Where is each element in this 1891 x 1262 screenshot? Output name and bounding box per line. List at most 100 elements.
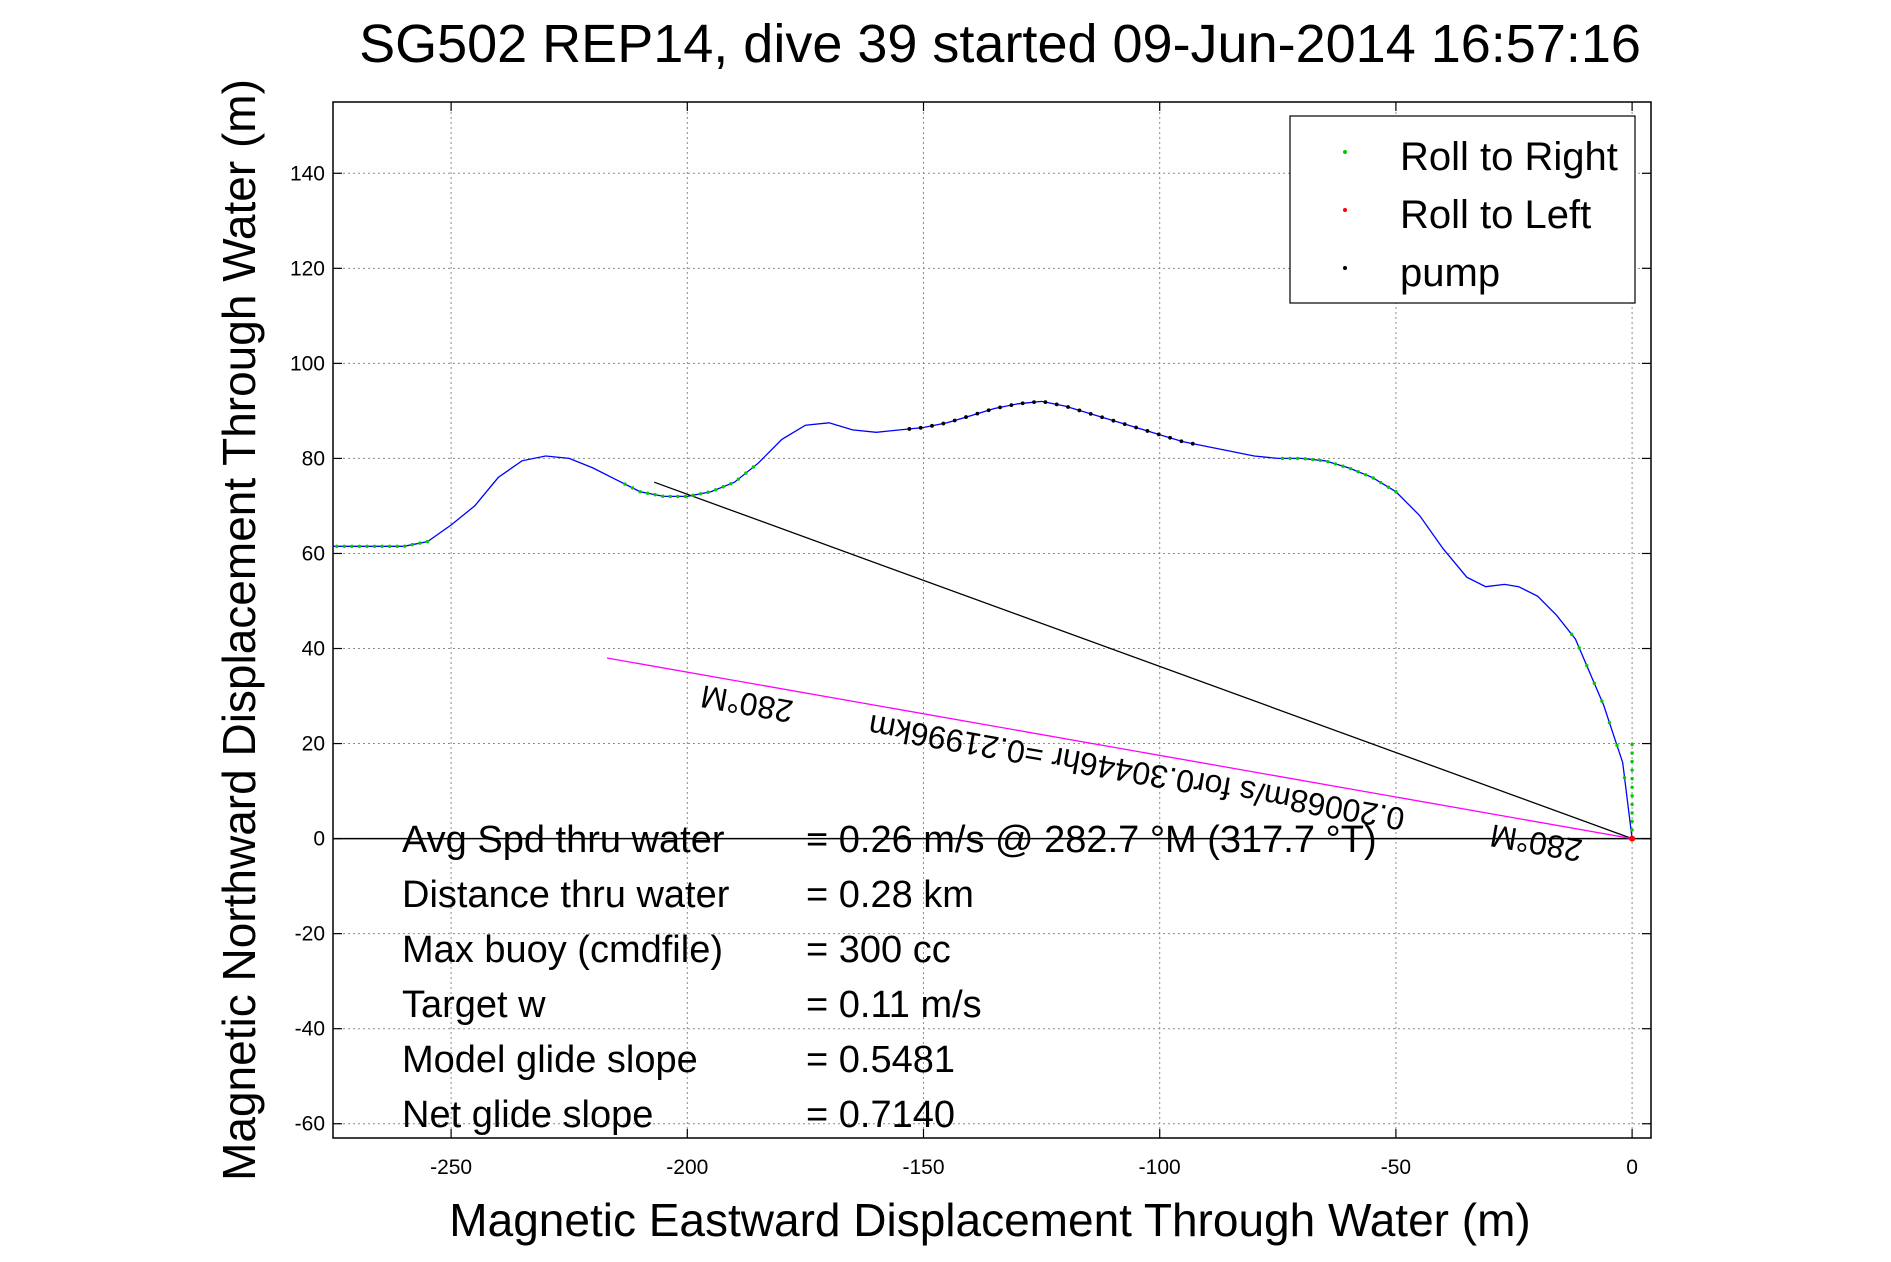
roll-right-marker	[1630, 768, 1634, 772]
roll-right-marker	[1311, 457, 1315, 462]
track-markers	[335, 400, 1636, 842]
roll-right-marker	[403, 544, 407, 548]
pump-marker	[998, 405, 1002, 410]
roll-right-marker	[1630, 811, 1634, 815]
roll-right-marker	[1569, 632, 1574, 636]
current-vector-line	[653, 481, 1633, 840]
roll-right-marker	[676, 494, 680, 499]
stat-value: = 0.11 m/s	[806, 984, 982, 1026]
roll-right-marker	[623, 482, 627, 486]
pump-marker	[975, 411, 980, 416]
roll-right-marker	[698, 492, 703, 496]
roll-right-marker	[425, 539, 430, 544]
pump-marker	[918, 425, 923, 430]
stat-label: Target w	[402, 984, 546, 1026]
pump-marker	[1145, 429, 1150, 433]
roll-right-marker	[1288, 456, 1292, 461]
roll-right-marker	[1630, 819, 1634, 824]
roll-right-marker	[744, 471, 748, 475]
y-axis-ticks: -60 -40 -20 0 20 40 60 80 100 120 140	[290, 162, 1651, 1136]
roll-right-marker	[1622, 776, 1627, 780]
stat-value: = 0.28 km	[806, 874, 974, 916]
pump-marker	[1134, 425, 1138, 430]
roll-right-marker	[1592, 681, 1597, 686]
x-tick-label: -250	[430, 1156, 472, 1179]
pump-marker	[1077, 408, 1082, 413]
stat-value: = 0.26 m/s @ 282.7 °M (317.7 °T)	[806, 819, 1377, 861]
y-tick-label: 140	[290, 162, 325, 185]
roll-right-marker	[1295, 456, 1300, 461]
roll-right-marker	[661, 494, 665, 498]
roll-left-marker	[1629, 835, 1636, 842]
stat-label: Model glide slope	[402, 1039, 698, 1081]
y-tick-label: -20	[295, 923, 325, 946]
roll-right-marker	[1394, 489, 1398, 494]
roll-right-marker	[1363, 473, 1368, 477]
roll-right-marker	[372, 544, 377, 549]
stat-label: Max buoy (cmdfile)	[402, 929, 723, 971]
pump-marker	[1066, 405, 1070, 409]
x-tick-label: -100	[1139, 1156, 1181, 1179]
roll-right-marker	[1371, 476, 1375, 480]
roll-right-marker	[1280, 456, 1285, 461]
roll-right-marker	[410, 542, 415, 547]
y-tick-label: 120	[290, 257, 325, 280]
y-tick-label: 60	[302, 542, 325, 565]
pump-marker	[1088, 411, 1093, 416]
roll-right-marker	[1356, 470, 1360, 474]
pump-marker	[1190, 441, 1195, 446]
x-axis-label: Magnetic Eastward Displacement Through W…	[449, 1194, 1530, 1246]
legend-marker-roll-right	[1343, 150, 1347, 154]
pump-marker	[1054, 402, 1059, 407]
x-tick-label: -150	[902, 1156, 944, 1179]
roll-right-marker	[1630, 828, 1634, 832]
heading-vector-line	[606, 657, 1633, 840]
pump-marker	[1179, 439, 1184, 444]
roll-right-marker	[1630, 742, 1634, 747]
roll-right-marker	[645, 491, 650, 495]
pump-marker	[1009, 403, 1014, 408]
roll-right-marker	[380, 544, 384, 549]
roll-right-marker	[653, 493, 657, 497]
legend-marker-pump	[1343, 266, 1347, 270]
stat-value: = 300 cc	[806, 929, 951, 971]
y-tick-label: 100	[290, 352, 325, 375]
pump-marker	[941, 421, 946, 426]
roll-right-marker	[751, 465, 756, 469]
roll-right-marker	[713, 488, 718, 492]
y-axis-label: Magnetic Northward Displacement Through …	[213, 79, 265, 1181]
roll-right-marker	[342, 544, 347, 549]
roll-right-marker	[1630, 777, 1634, 781]
roll-right-marker	[1630, 759, 1634, 764]
legend: Roll to Right Roll to Left pump	[1289, 115, 1636, 304]
roll-right-marker	[335, 544, 339, 549]
pump-marker	[1043, 400, 1048, 405]
roll-right-marker	[691, 493, 695, 497]
roll-right-marker	[706, 490, 710, 494]
roll-right-marker	[1630, 785, 1634, 789]
roll-right-marker	[1615, 743, 1619, 748]
y-tick-label: -40	[295, 1018, 325, 1041]
legend-box	[1289, 115, 1636, 304]
pump-marker	[952, 418, 957, 423]
roll-right-marker	[668, 494, 672, 499]
roll-right-marker	[1585, 663, 1589, 668]
roll-right-marker	[1318, 458, 1323, 463]
roll-right-marker	[1630, 751, 1634, 755]
stat-label: Net glide slope	[402, 1094, 653, 1136]
roll-right-marker	[1630, 802, 1634, 807]
pump-marker	[1168, 435, 1172, 440]
y-tick-label: 0	[313, 828, 325, 851]
roll-right-marker	[395, 544, 399, 549]
plot-frame	[332, 101, 1652, 1139]
y-tick-label: 80	[302, 447, 325, 470]
legend-marker-roll-left	[1343, 208, 1347, 212]
pump-marker	[1020, 401, 1025, 406]
pump-marker	[1111, 418, 1116, 423]
pump-marker	[1156, 432, 1161, 437]
pump-marker	[986, 408, 991, 413]
roll-right-marker	[418, 541, 422, 545]
stat-label: Avg Spd thru water	[402, 819, 725, 861]
pump-marker	[1032, 400, 1036, 405]
